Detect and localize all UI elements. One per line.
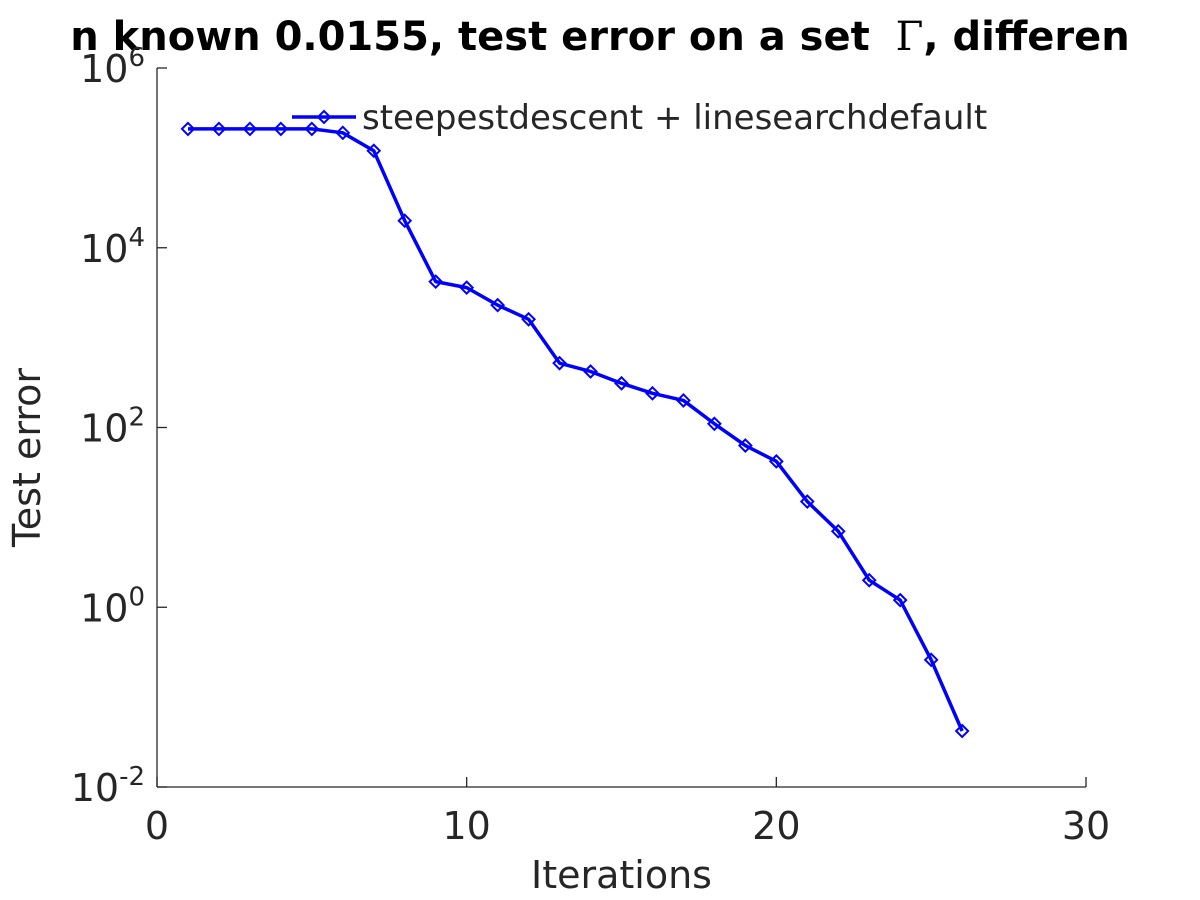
y-tick-base: 10 bbox=[80, 227, 128, 271]
y-tick-label: 104 bbox=[80, 223, 145, 271]
y-axis-label: Test error bbox=[5, 368, 49, 548]
y-tick-label: 106 bbox=[80, 43, 145, 91]
legend-marker bbox=[316, 109, 332, 125]
chart-title: n known 0.0155, test error on a set Γ, d… bbox=[70, 14, 1130, 60]
chart-title-suffix: , differen bbox=[923, 14, 1129, 60]
chart-title-prefix: n known 0.0155, test error on a set bbox=[70, 14, 883, 60]
data-point bbox=[737, 438, 753, 453]
data-point bbox=[335, 125, 351, 141]
axes bbox=[156, 68, 1086, 788]
data-point bbox=[304, 121, 320, 137]
data-point bbox=[861, 572, 877, 588]
y-tick-label: 102 bbox=[80, 403, 145, 451]
data-point bbox=[768, 453, 784, 469]
y-tick-label: 100 bbox=[80, 582, 145, 630]
y-tick-exponent: -2 bbox=[119, 762, 145, 792]
y-tick-base: 10 bbox=[71, 766, 119, 810]
data-point bbox=[366, 143, 382, 159]
data-point bbox=[923, 652, 939, 668]
x-tick-label: 10 bbox=[442, 804, 490, 848]
x-axis-label: Iterations bbox=[531, 853, 712, 897]
data-point bbox=[211, 121, 227, 137]
data-point bbox=[676, 393, 691, 408]
data-point bbox=[954, 723, 970, 739]
x-tick-label: 0 bbox=[145, 804, 169, 848]
y-tick-base: 10 bbox=[80, 586, 128, 630]
data-point bbox=[490, 297, 506, 313]
legend: steepestdescent + linesearchdefault bbox=[292, 98, 987, 138]
x-tick-label: 20 bbox=[752, 804, 800, 848]
y-tick-exponent: 0 bbox=[128, 582, 145, 612]
y-tick-exponent: 4 bbox=[128, 223, 145, 253]
data-point bbox=[552, 355, 567, 371]
data-point bbox=[428, 274, 444, 290]
data-point bbox=[645, 385, 660, 401]
plot-area bbox=[180, 121, 970, 739]
data-point bbox=[892, 592, 908, 608]
data-point bbox=[706, 416, 722, 432]
data-point bbox=[799, 494, 815, 509]
data-point bbox=[830, 523, 846, 539]
data-point bbox=[397, 213, 413, 229]
y-tick-exponent: 2 bbox=[128, 403, 145, 433]
data-point bbox=[273, 121, 289, 137]
y-tick-label: 10-2 bbox=[71, 762, 145, 810]
chart-title-symbol: Γ bbox=[896, 14, 924, 60]
data-point bbox=[614, 375, 629, 391]
data-point bbox=[180, 121, 196, 137]
data-point bbox=[459, 280, 475, 296]
legend-entry: steepestdescent + linesearchdefault bbox=[362, 98, 987, 138]
y-tick-base: 10 bbox=[80, 407, 128, 451]
data-point bbox=[583, 364, 598, 379]
data-point bbox=[521, 311, 537, 327]
x-tick-label: 30 bbox=[1062, 804, 1110, 848]
y-tick-base: 10 bbox=[80, 47, 128, 91]
series-line bbox=[187, 127, 964, 732]
y-tick-exponent: 6 bbox=[128, 43, 145, 73]
data-point bbox=[242, 121, 258, 137]
